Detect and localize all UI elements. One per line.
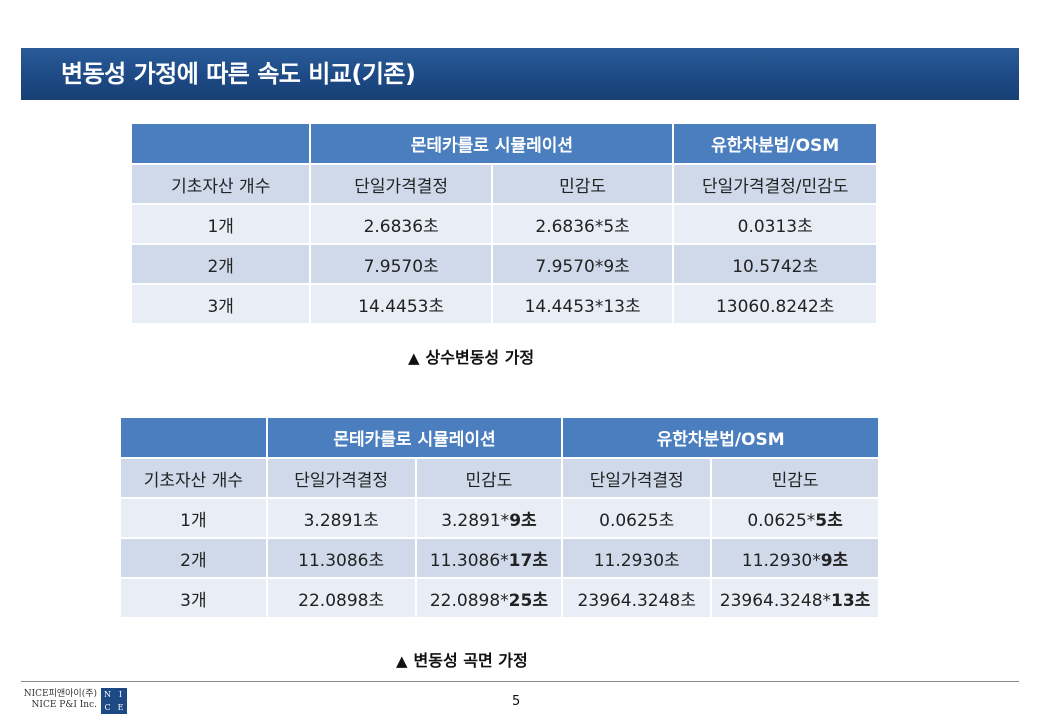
subheader-single-price: 단일가격결정 [563,459,711,497]
logo-letter: N [104,690,111,699]
cell-multiplier: 9초 [820,550,849,571]
cell-base: 22.0898* [429,590,509,611]
cell-multiplier: 5초 [815,510,843,531]
caption-text: 상수변동성 가정 [425,348,535,367]
cell: 14.4453초 [311,285,491,323]
cell-multiplier: 9초 [509,510,537,531]
speed-table-vol-surface: 몬테카를로 시뮬레이션 유한차분법/OSM 기초자산 개수 단일가격결정 민감도… [119,416,880,619]
footer-divider [21,681,1019,682]
table-row: 2개 11.3086초 11.3086*17초 11.2930초 11.2930… [121,539,878,577]
cell: 7.9570초 [311,245,491,283]
header-blank [132,124,310,163]
cell: 3개 [132,285,310,323]
subheader-asset-count: 기초자산 개수 [132,165,310,203]
cell: 11.2930*9초 [712,539,878,577]
cell: 1개 [121,499,266,537]
cell-multiplier: 25초 [508,590,548,611]
cell: 3.2891*9초 [416,499,562,537]
cell-multiplier: 13초 [831,590,871,611]
logo-line-korean: NICE피앤아이(주) [23,689,97,699]
table-row: 3개 14.4453초 14.4453*13초 13060.8242초 [132,285,876,323]
logo-letter: E [117,703,124,712]
cell-multiplier: 17초 [508,550,548,571]
group-header-fdm-osm: 유한차분법/OSM [674,124,876,163]
slide-title: 변동성 가정에 따른 속도 비교(기존) [61,60,416,88]
table2-caption: ▲ 변동성 곡면 가정 [396,647,528,671]
cell: 3.2891초 [267,499,415,537]
cell: 2.6836초 [311,205,491,243]
slide-title-bar: 변동성 가정에 따른 속도 비교(기존) [21,48,1019,100]
group-header-monte-carlo: 몬테카를로 시뮬레이션 [311,124,673,163]
cell: 7.9570*9초 [492,245,673,283]
table-row: 1개 3.2891초 3.2891*9초 0.0625초 0.0625*5초 [121,499,878,537]
header-blank [121,418,266,457]
cell: 2개 [132,245,310,283]
group-header-fdm-osm: 유한차분법/OSM [563,418,878,457]
subheader-sensitivity: 민감도 [492,165,673,203]
cell: 0.0625*5초 [712,499,878,537]
cell: 23964.3248*13초 [712,579,878,617]
triangle-up-icon: ▲ [396,652,408,670]
table-row: 2개 7.9570초 7.9570*9초 10.5742초 [132,245,876,283]
cell: 0.0625초 [563,499,711,537]
logo-letter: C [104,703,111,712]
table-row: 3개 22.0898초 22.0898*25초 23964.3248초 2396… [121,579,878,617]
cell: 1개 [132,205,310,243]
cell: 13060.8242초 [674,285,876,323]
table1-caption: ▲ 상수변동성 가정 [408,344,534,368]
cell: 14.4453*13초 [492,285,673,323]
subheader-sensitivity: 민감도 [416,459,562,497]
page-number: 5 [512,694,521,709]
subheader-single-price-sensitivity: 단일가격결정/민감도 [674,165,876,203]
group-header-monte-carlo: 몬테카를로 시뮬레이션 [267,418,562,457]
cell: 0.0313초 [674,205,876,243]
cell: 22.0898초 [267,579,415,617]
cell: 23964.3248초 [563,579,711,617]
nice-logo-icon: N I C E [101,688,127,714]
caption-text: 변동성 곡면 가정 [413,651,528,670]
cell: 11.3086*17초 [416,539,562,577]
cell-base: 3.2891* [441,510,510,531]
speed-table-constant-vol: 몬테카를로 시뮬레이션 유한차분법/OSM 기초자산 개수 단일가격결정 민감도… [130,122,878,325]
table-row: 1개 2.6836초 2.6836*5초 0.0313초 [132,205,876,243]
cell-base: 0.0625* [747,510,816,531]
subheader-asset-count: 기초자산 개수 [121,459,266,497]
cell: 11.3086초 [267,539,415,577]
cell: 2개 [121,539,266,577]
subheader-sensitivity: 민감도 [712,459,878,497]
cell: 11.2930초 [563,539,711,577]
cell: 2.6836*5초 [492,205,673,243]
cell: 22.0898*25초 [416,579,562,617]
cell: 10.5742초 [674,245,876,283]
subheader-single-price: 단일가격결정 [311,165,491,203]
cell-base: 11.2930* [741,550,821,571]
logo-line-english: NICE P&I Inc. [31,700,97,710]
cell-base: 11.3086* [429,550,509,571]
cell-base: 23964.3248* [719,590,832,611]
triangle-up-icon: ▲ [408,349,420,367]
subheader-single-price: 단일가격결정 [267,459,415,497]
company-logo-text: NICE피앤아이(주) NICE P&I Inc. [21,689,97,711]
logo-letter: I [118,690,123,699]
cell: 3개 [121,579,266,617]
